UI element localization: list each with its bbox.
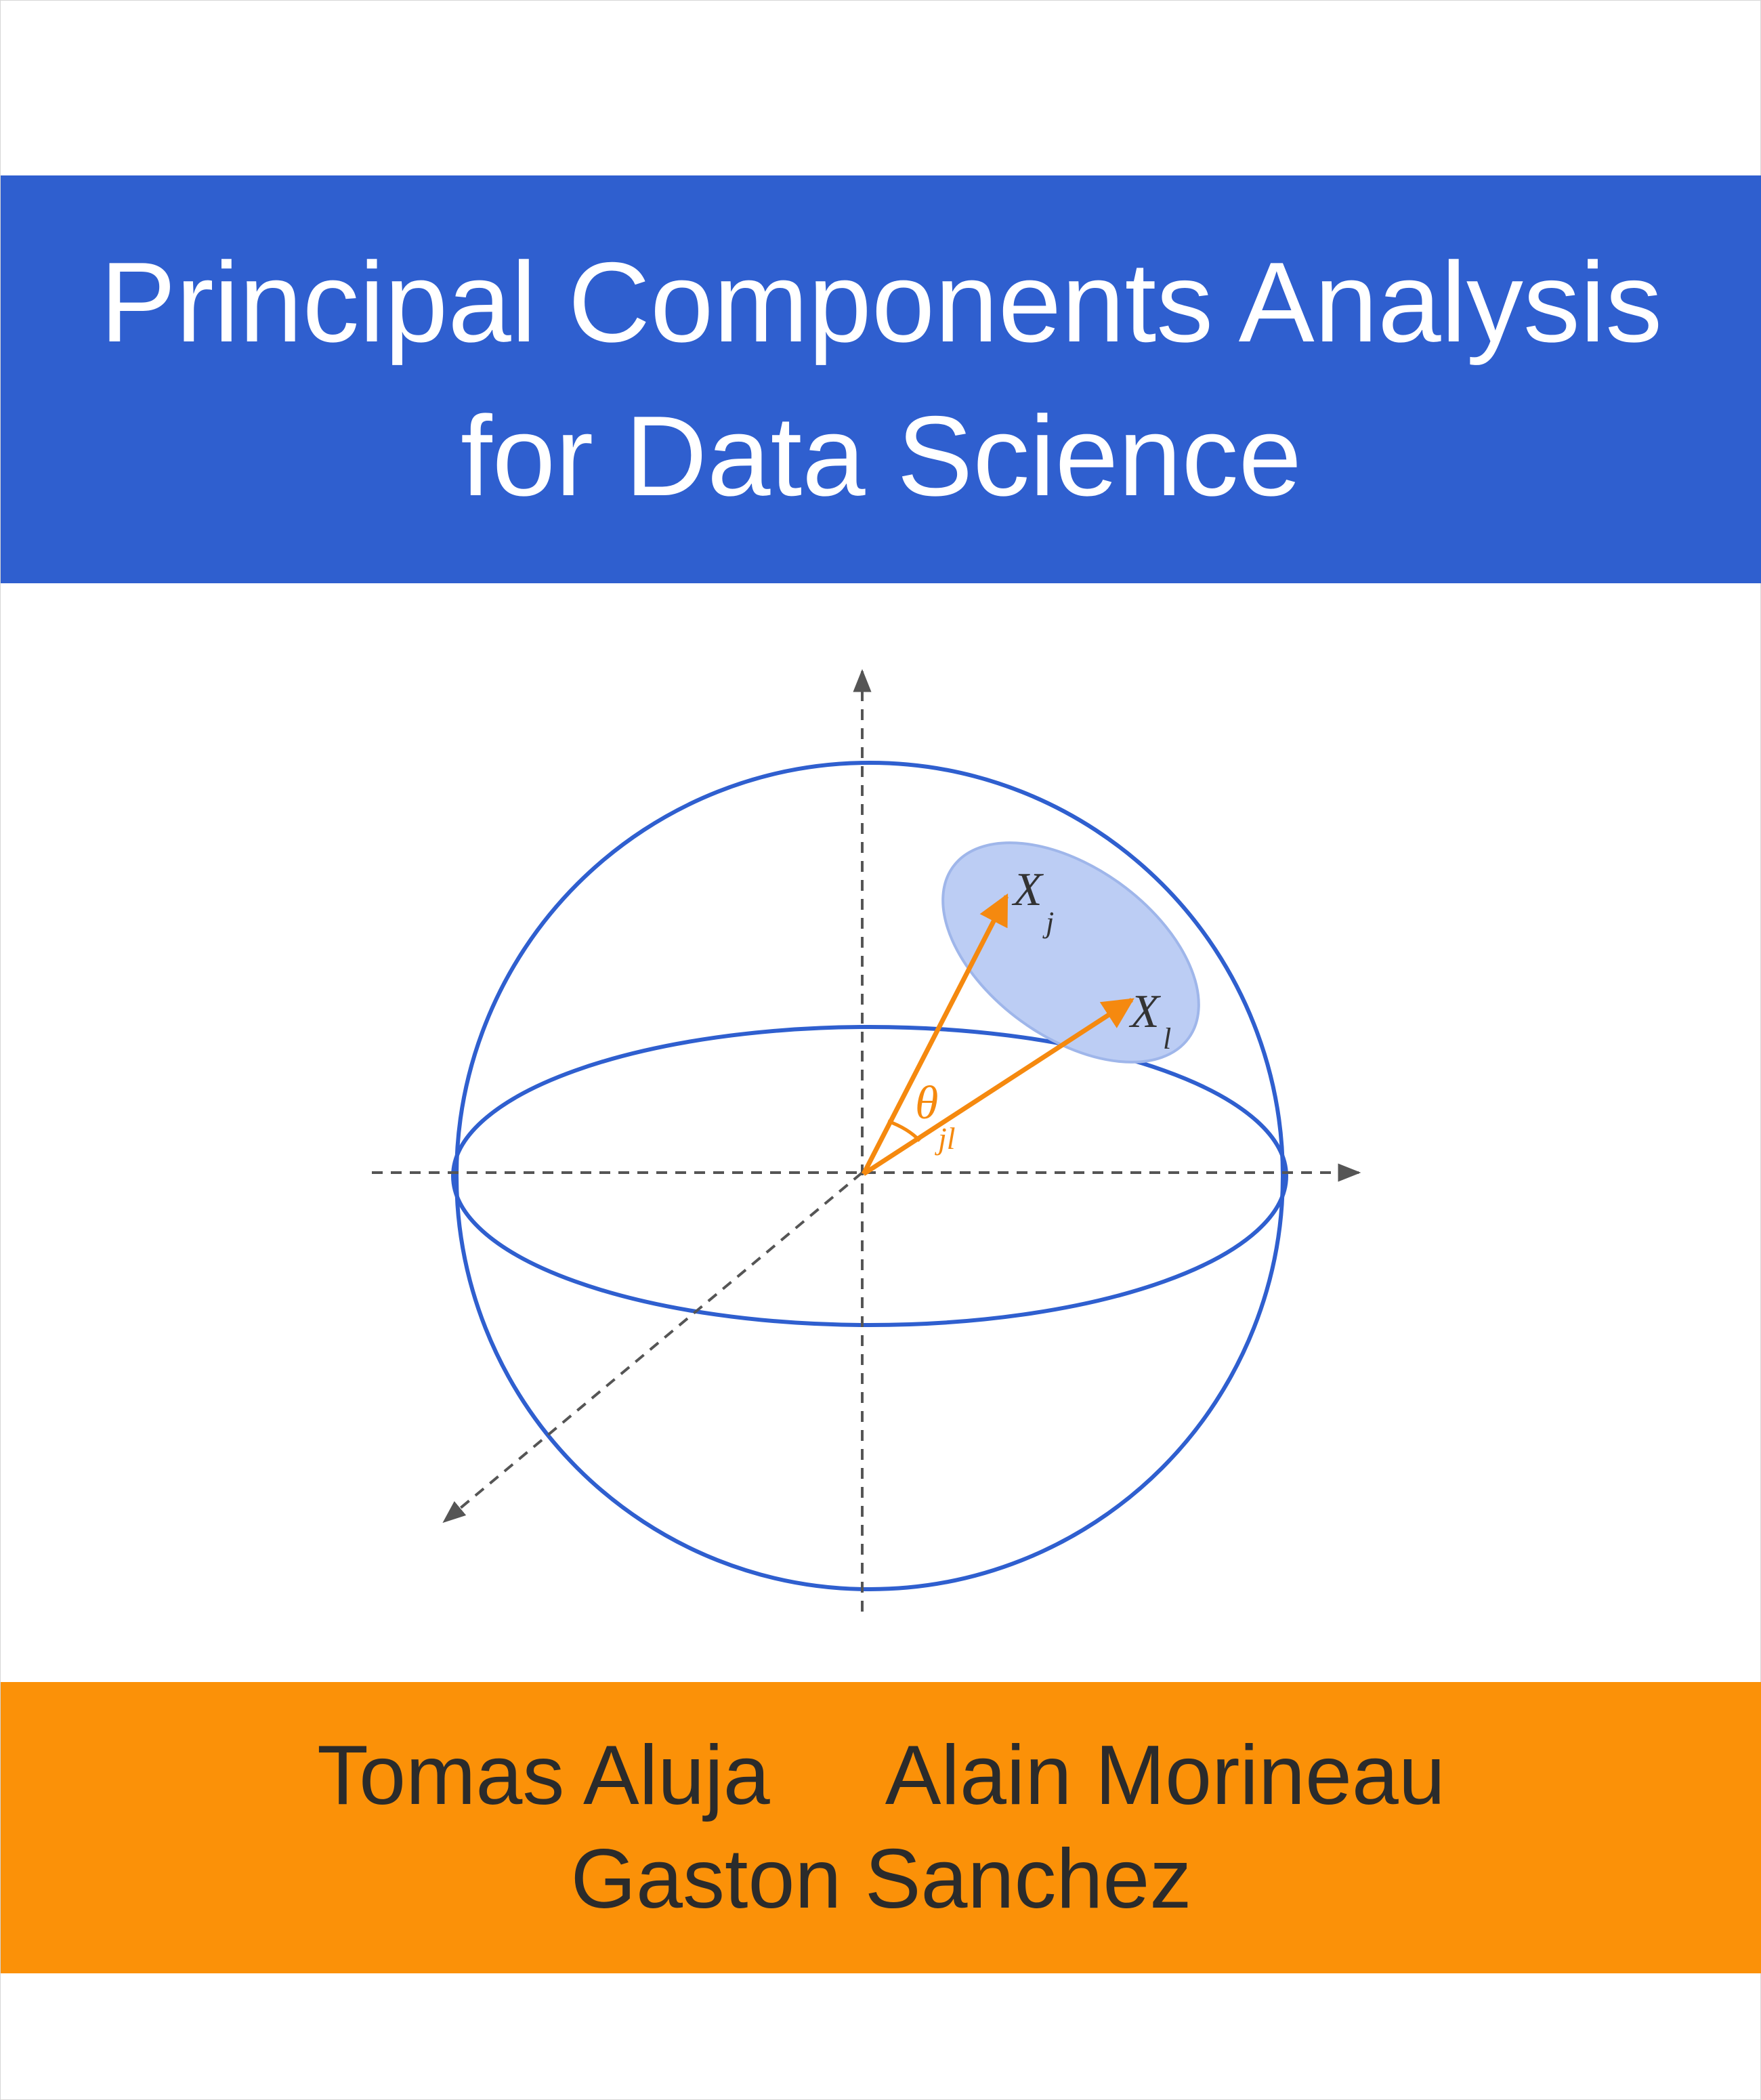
author-name: Gaston Sanchez [570, 1832, 1192, 1926]
vector-j-subscript: j [1042, 906, 1054, 939]
vector-x-j [861, 893, 1009, 1175]
vector-l-label: X [1128, 986, 1162, 1038]
title-banner: Principal Components Analysis for Data S… [1, 175, 1761, 583]
author-name: Tomas Aluja [317, 1729, 770, 1823]
author-row-1: Tomas Aluja Alain Morineau [317, 1725, 1445, 1826]
pca-sphere-diagram: X j X l θ jl [372, 669, 1361, 1612]
equator-ellipse [451, 1025, 1288, 1327]
angle-subscript: jl [935, 1121, 956, 1156]
sphere-outline [454, 761, 1285, 1591]
title-line-2: for Data Science [461, 392, 1302, 520]
author-row-2: Gaston Sanchez [571, 1829, 1192, 1930]
author-banner: Tomas Aluja Alain Morineau Gaston Sanche… [1, 1682, 1761, 1973]
vector-j-label: X [1011, 864, 1044, 916]
title-line-1: Principal Components Analysis [100, 238, 1663, 366]
vector-x-l [862, 998, 1134, 1176]
depth-axis [442, 1171, 864, 1524]
vector-cap-region [941, 841, 1200, 1064]
vector-l-subscript: l [1163, 1022, 1171, 1055]
angle-label: θ [915, 1077, 938, 1129]
author-name: Alain Morineau [885, 1729, 1445, 1823]
